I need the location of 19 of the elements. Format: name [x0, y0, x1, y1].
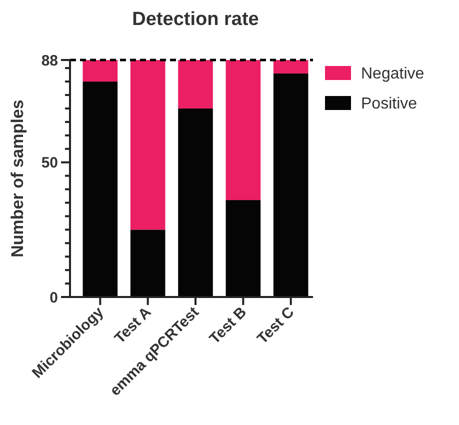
bar [130, 60, 166, 230]
bar [226, 200, 261, 297]
x-tick-label: Test C [254, 304, 298, 348]
legend-label: Negative [361, 66, 424, 83]
bar [178, 60, 213, 108]
bar [82, 82, 118, 297]
y-tick-label: 88 [41, 52, 58, 70]
bar [273, 60, 308, 74]
bar [178, 108, 213, 297]
chart-title: Detection rate [132, 9, 259, 30]
legend-label: Positive [361, 96, 418, 113]
bar [130, 230, 166, 297]
y-tick-label: 0 [50, 289, 58, 306]
y-tick-label: 50 [41, 154, 58, 172]
bar [82, 60, 118, 82]
bar [226, 60, 261, 200]
x-tick-label: Test B [206, 304, 250, 348]
bar [273, 73, 308, 297]
y-axis-title: Number of samples [8, 100, 27, 258]
